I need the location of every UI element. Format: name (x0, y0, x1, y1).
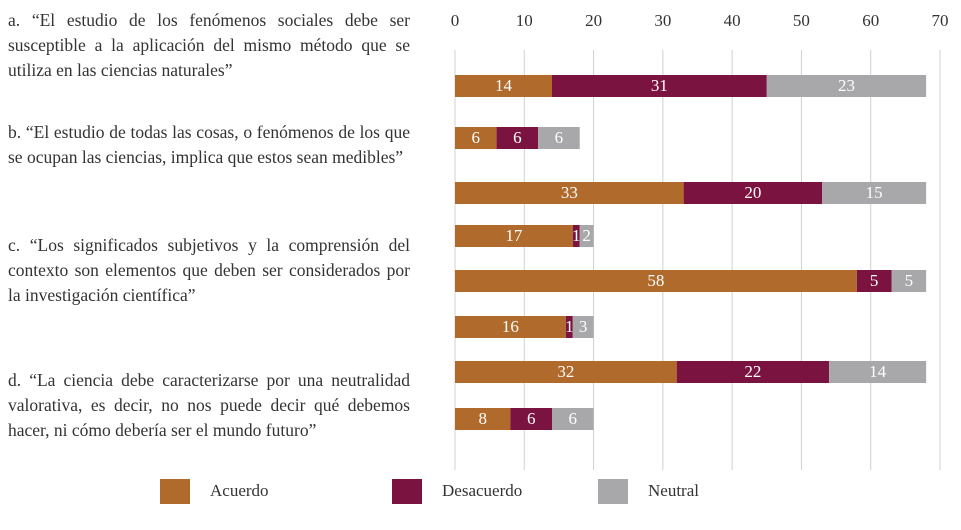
data-label: 1 (565, 317, 574, 336)
data-label: 17 (505, 226, 523, 245)
statement: b. “El estudio de todas las cosas, o fen… (8, 122, 410, 167)
statement: a. “El estudio de los fenómenos sociales… (8, 10, 410, 80)
data-label: 14 (869, 362, 887, 381)
bar-segment (455, 316, 566, 338)
statement: d. “La ciencia debe caracterizarse por u… (8, 370, 410, 440)
bar-segment (683, 182, 823, 204)
bar-segment (455, 225, 573, 247)
bar-segment (565, 316, 573, 338)
bar-segment (455, 408, 511, 430)
data-label: 15 (866, 183, 883, 202)
data-label: 31 (651, 76, 668, 95)
data-label: 22 (744, 362, 761, 381)
bar-segment (822, 182, 927, 204)
bar-segment (891, 270, 927, 292)
bar-segment (510, 408, 552, 430)
statement: c. “Los significados subjetivos y la com… (8, 235, 410, 305)
bar-segment (572, 225, 580, 247)
data-label: 5 (870, 271, 879, 290)
x-tick-label: 50 (793, 11, 810, 30)
data-label: 16 (502, 317, 519, 336)
bar-segment (572, 316, 594, 338)
legend-label: Neutral (648, 481, 699, 500)
data-label: 6 (472, 128, 481, 147)
x-tick-label: 20 (585, 11, 602, 30)
bar-segment (538, 127, 580, 149)
data-label: 23 (838, 76, 855, 95)
data-label: 20 (744, 183, 761, 202)
legend-label: Acuerdo (210, 481, 269, 500)
bar-segment (766, 75, 927, 97)
x-tick-label: 70 (932, 11, 949, 30)
legend-label: Desacuerdo (442, 481, 522, 500)
data-label: 2 (582, 226, 591, 245)
data-label: 6 (527, 409, 536, 428)
x-tick-label: 60 (862, 11, 879, 30)
legend-swatch (598, 479, 628, 504)
legend-swatch (160, 479, 190, 504)
x-tick-label: 30 (654, 11, 671, 30)
bar-segment (676, 361, 830, 383)
data-label: 58 (647, 271, 664, 290)
x-tick-label: 0 (451, 11, 460, 30)
data-label: 33 (561, 183, 578, 202)
bar-segment (455, 361, 677, 383)
data-label: 1 (572, 226, 581, 245)
data-label: 6 (569, 409, 578, 428)
bar-segment (829, 361, 927, 383)
data-label: 5 (905, 271, 914, 290)
bar-segment (552, 75, 767, 97)
legend-swatch (392, 479, 422, 504)
x-tick-label: 40 (724, 11, 741, 30)
data-label: 32 (557, 362, 574, 381)
bar-segment (455, 127, 497, 149)
bar-segment (455, 270, 857, 292)
bar-segment (455, 182, 684, 204)
data-label: 3 (579, 317, 588, 336)
bar-segment (552, 408, 594, 430)
bar-segment (455, 75, 552, 97)
data-label: 14 (495, 76, 513, 95)
data-label: 6 (513, 128, 522, 147)
data-label: 6 (555, 128, 564, 147)
bar-segment (579, 225, 594, 247)
bar-segment (856, 270, 892, 292)
data-label: 8 (478, 409, 487, 428)
x-tick-label: 10 (516, 11, 533, 30)
bar-segment (496, 127, 539, 149)
